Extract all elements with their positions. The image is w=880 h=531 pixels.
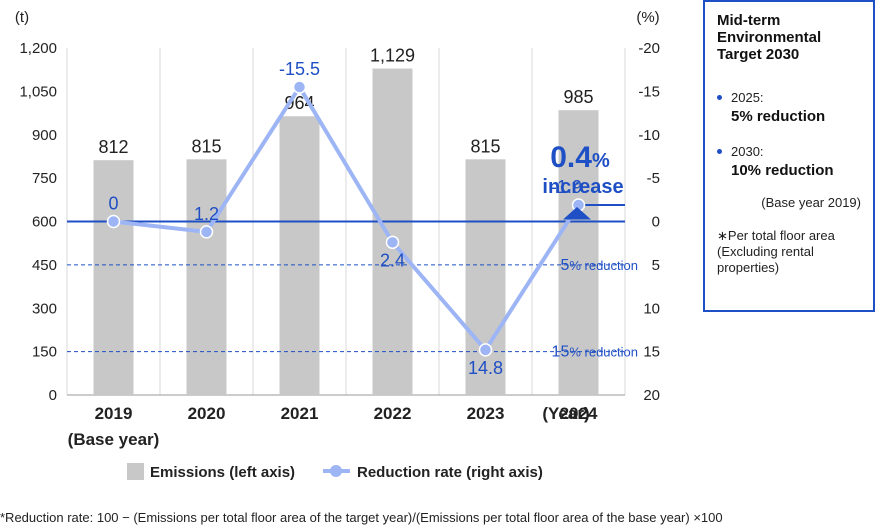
bar-value-label: 1,129 bbox=[370, 46, 415, 66]
target-year: 2030: bbox=[731, 144, 764, 159]
left-tick-label: 1,050 bbox=[19, 83, 57, 100]
reduction-rate-label: -15.5 bbox=[279, 59, 320, 79]
legend-bar-label: Emissions (left axis) bbox=[150, 464, 295, 481]
left-axis-unit: (t) bbox=[15, 9, 29, 26]
reduction-rate-label: 1.2 bbox=[194, 204, 219, 224]
emissions-chart: 01503004506007509001,0501,200(t)-20-15-1… bbox=[15, 9, 660, 481]
right-tick-label: -15 bbox=[638, 83, 660, 100]
target-year: 2025: bbox=[731, 90, 764, 105]
category-label: 2019 bbox=[95, 404, 133, 423]
left-tick-label: 450 bbox=[32, 257, 57, 274]
bar bbox=[279, 116, 320, 395]
legend-bar-swatch bbox=[127, 463, 144, 480]
reduction-rate-point bbox=[106, 214, 121, 229]
left-tick-label: 1,200 bbox=[19, 40, 57, 57]
reduction-rate-point bbox=[199, 225, 214, 239]
left-tick-label: 750 bbox=[32, 170, 57, 187]
right-tick-label: -10 bbox=[638, 127, 660, 144]
reduction-rate-point bbox=[292, 80, 307, 94]
x-axis-unit: (Year) bbox=[542, 404, 589, 423]
right-tick-label: -5 bbox=[647, 170, 660, 187]
bar bbox=[558, 110, 599, 395]
right-tick-label: -20 bbox=[638, 40, 660, 57]
callout-number: 0.4 bbox=[550, 141, 592, 174]
bar bbox=[186, 159, 227, 395]
callout-word: increase bbox=[542, 176, 623, 198]
category-label: 2024 bbox=[560, 404, 598, 423]
target-title: Mid-term Environmental Target 2030 bbox=[717, 12, 822, 63]
reduction-rate-label: 14.8 bbox=[468, 358, 503, 378]
left-tick-label: 900 bbox=[32, 127, 57, 144]
target-note: ∗Per total floor area (Excluding rental … bbox=[717, 228, 835, 275]
reference-number: 15 bbox=[552, 344, 570, 361]
right-axis-unit: (%) bbox=[636, 9, 659, 26]
bar bbox=[372, 68, 413, 396]
left-tick-label: 600 bbox=[32, 214, 57, 231]
reduction-rate-point bbox=[385, 235, 400, 250]
legend-line-label: Reduction rate (right axis) bbox=[357, 464, 543, 481]
bullet-icon bbox=[717, 95, 722, 100]
increase-arrow-icon bbox=[563, 207, 591, 220]
reference-label: 15% reduction bbox=[552, 344, 638, 361]
bar-value-label: 812 bbox=[98, 137, 128, 157]
bar-value-label: 985 bbox=[563, 87, 593, 107]
footnote: *Reduction rate: 100 − (Emissions per to… bbox=[0, 510, 723, 525]
reduction-rate-label: -1.9 bbox=[551, 177, 582, 197]
left-tick-label: 0 bbox=[49, 387, 57, 404]
category-sublabel: (Base year) bbox=[68, 430, 160, 449]
bar bbox=[93, 160, 134, 395]
category-label: 2023 bbox=[467, 404, 505, 423]
reduction-rate-line bbox=[113, 85, 581, 352]
reference-label: 5% reduction bbox=[560, 257, 638, 274]
reduction-rate-label: 2.4 bbox=[380, 250, 405, 270]
left-tick-label: 150 bbox=[32, 344, 57, 361]
left-tick-label: 300 bbox=[32, 300, 57, 317]
right-tick-label: 10 bbox=[643, 300, 660, 317]
category-label: 2022 bbox=[374, 404, 412, 423]
bar-value-label: 815 bbox=[191, 136, 221, 156]
reduction-rate-label: 0 bbox=[108, 194, 118, 214]
right-tick-label: 15 bbox=[643, 344, 660, 361]
right-tick-label: 5 bbox=[652, 257, 660, 274]
bullet-icon bbox=[717, 149, 722, 154]
legend-line-marker bbox=[330, 465, 342, 477]
target-box: Mid-term Environmental Target 2030 2025:… bbox=[703, 0, 875, 312]
right-tick-label: 0 bbox=[652, 214, 660, 231]
reference-text: % reduction bbox=[569, 258, 638, 273]
reduction-rate-point bbox=[478, 343, 493, 357]
target-item-2030: 2030: 10% reduction bbox=[717, 143, 861, 181]
category-label: 2021 bbox=[281, 404, 319, 423]
right-tick-label: 20 bbox=[643, 387, 660, 404]
reference-text: % reduction bbox=[569, 345, 638, 360]
target-item-2025: 2025: 5% reduction bbox=[717, 89, 861, 127]
bar-value-label: 815 bbox=[470, 136, 500, 156]
target-value: 10% reduction bbox=[731, 162, 834, 179]
callout-unit: % bbox=[592, 150, 610, 172]
target-value: 5% reduction bbox=[731, 108, 826, 125]
reference-number: 5 bbox=[560, 257, 569, 274]
category-label: 2020 bbox=[188, 404, 226, 423]
callout-value: 0.4% bbox=[550, 141, 610, 174]
target-base-year: (Base year 2019) bbox=[761, 195, 861, 210]
